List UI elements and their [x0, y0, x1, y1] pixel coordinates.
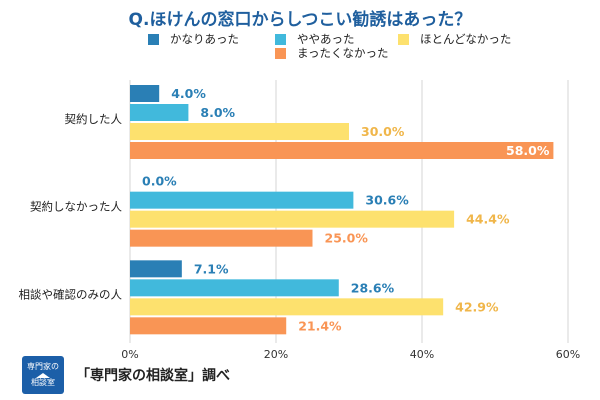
brand-logo: 専門家の 相談室: [22, 356, 64, 394]
data-label-契約しなかった人-1: 0.0%: [142, 174, 177, 189]
bar-契約しなかった人-3: [130, 210, 455, 228]
data-label-相談や確認のみの人-3: 42.9%: [455, 299, 499, 314]
bar-契約しなかった人-2: [130, 191, 354, 209]
data-label-契約しなかった人-4: 25.0%: [325, 231, 369, 246]
x-tick-3: 40%: [410, 348, 434, 361]
data-label-契約した人-1: 4.0%: [171, 86, 206, 101]
x-tick-labels: 0% 20% 40% 60%: [121, 348, 580, 361]
legend-swatch-4: [275, 48, 286, 59]
legend-label-1: かなりあった: [170, 32, 239, 46]
category-label-2: 契約しなかった人: [30, 200, 122, 214]
x-tick-1: 0%: [121, 348, 138, 361]
data-label-契約した人-2: 8.0%: [200, 105, 235, 120]
x-tick-4: 60%: [556, 348, 580, 361]
data-label-相談や確認のみの人-4: 21.4%: [298, 318, 342, 333]
bar-契約しなかった人-4: [130, 229, 313, 247]
legend-swatch-3: [398, 34, 409, 45]
bar-契約した人-1: [130, 85, 160, 102]
data-label-契約した人-4: 58.0%: [506, 143, 550, 158]
legend-label-3: ほとんどなかった: [420, 32, 511, 46]
bar-相談や確認のみの人-2: [130, 279, 339, 297]
category-label-1: 契約した人: [65, 112, 123, 126]
legend-swatch-2: [275, 34, 286, 45]
chart-title: Q.ほけんの窓口からしつこい勧誘はあった？: [129, 9, 472, 30]
category-label-3: 相談や確認のみの人: [19, 287, 123, 301]
graduation-cap-icon: [36, 372, 50, 378]
x-tick-2: 20%: [264, 348, 288, 361]
legend-swatch-1: [148, 34, 159, 45]
bar-契約した人-3: [130, 123, 349, 140]
bar-契約した人-2: [130, 104, 189, 121]
data-label-契約しなかった人-3: 44.4%: [466, 212, 510, 227]
legend-label-2: ややあった: [297, 32, 355, 46]
data-label-契約しなかった人-2: 30.6%: [365, 193, 409, 208]
bar-相談や確認のみの人-3: [130, 298, 444, 316]
source-note: 「専門家の相談室」調べ: [76, 368, 230, 384]
legend-label-4: まったくなかった: [297, 46, 389, 60]
bar-契約した人-4: [130, 142, 554, 159]
bars: 4.0% 8.0% 30.0% 58.0% 0.0% 30.6% 44.4% 25.0% 7.1…: [130, 85, 554, 335]
data-label-契約した人-3: 30.0%: [361, 124, 405, 139]
data-label-相談や確認のみの人-1: 7.1%: [194, 261, 229, 276]
bar-相談や確認のみの人-1: [130, 260, 182, 278]
footer: 専門家の 相談室 「専門家の相談室」調べ: [22, 356, 230, 394]
data-label-相談や確認のみの人-2: 28.6%: [351, 280, 395, 295]
bar-相談や確認のみの人-4: [130, 317, 287, 335]
